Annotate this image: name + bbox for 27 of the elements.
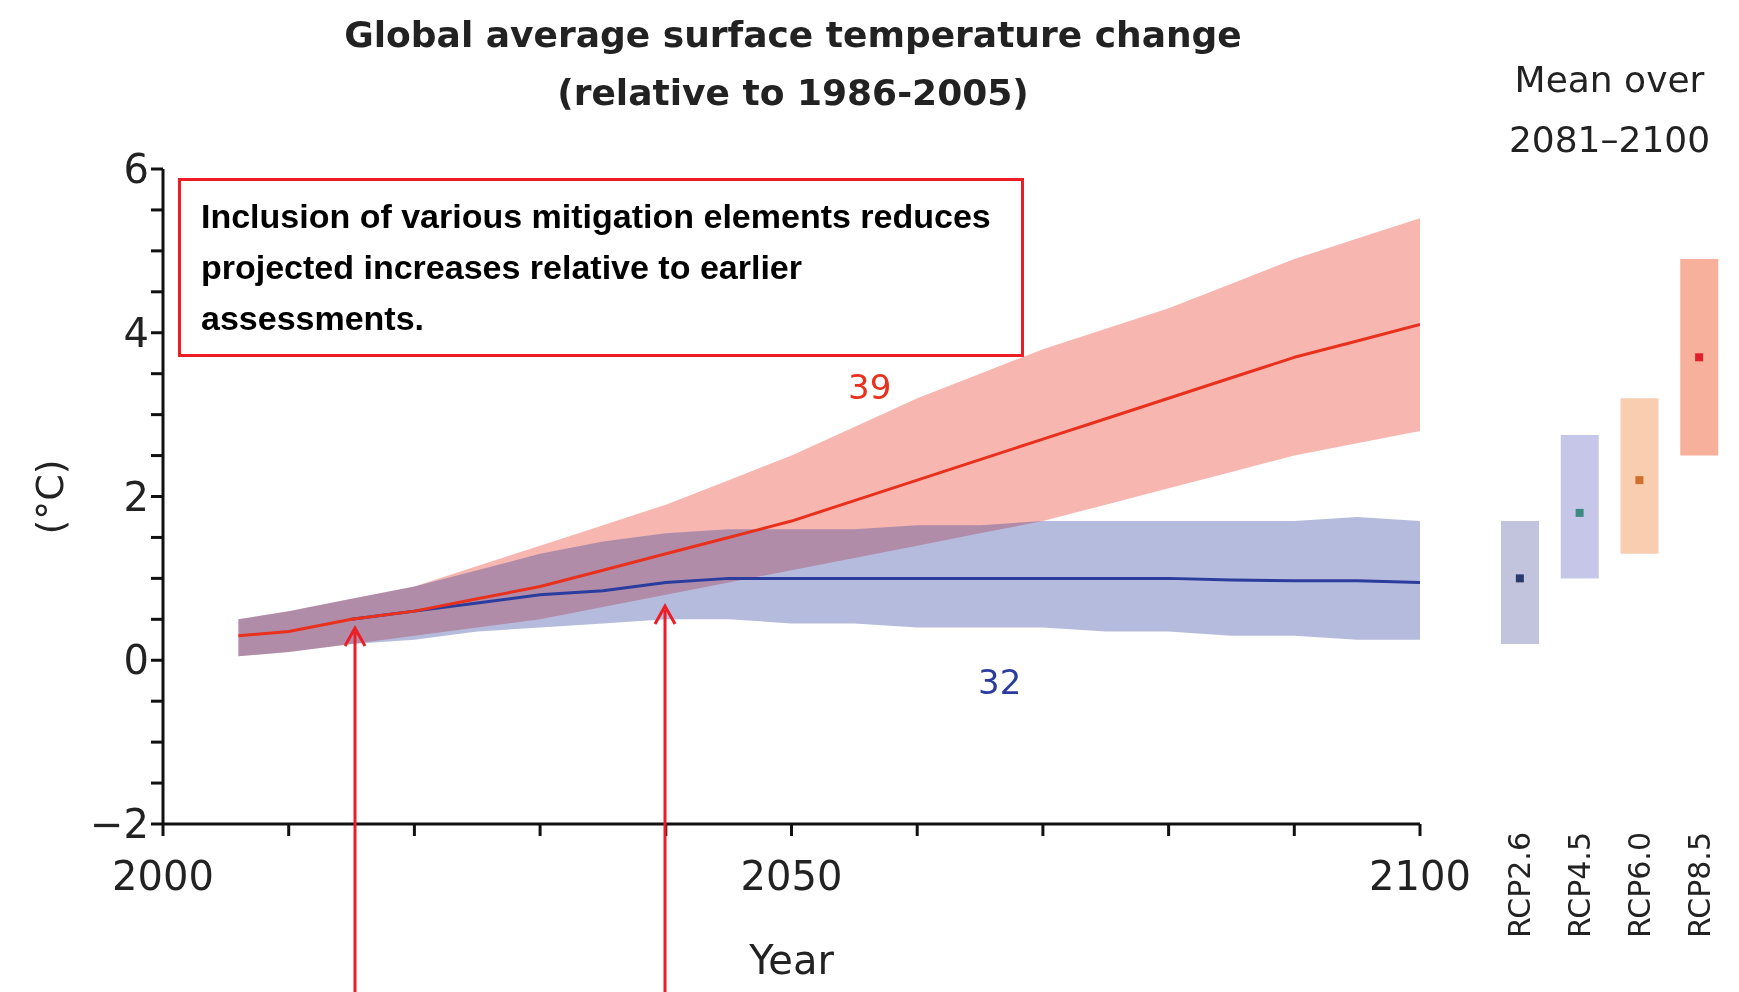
- chart-title: Mean over 2081–2100: [1507, 58, 1712, 162]
- annotation: 32: [978, 662, 1022, 702]
- x-tick-label: 2050: [740, 853, 843, 900]
- x-axis-title: Year: [748, 937, 835, 983]
- y-tick-label: 6: [123, 146, 149, 193]
- y-tick-label: 4: [123, 309, 149, 356]
- bar: [1560, 435, 1599, 579]
- bar: [1620, 398, 1659, 554]
- bar: [1501, 521, 1539, 644]
- y-tick-label: 0: [123, 637, 149, 684]
- point: [1515, 574, 1524, 583]
- y-tick-label: 2: [123, 473, 149, 520]
- point: [1635, 476, 1644, 485]
- x-tick-label: RCP6.0: [1621, 832, 1657, 939]
- annotation: Inclusion of various mitigation elements reduces projected increases relative to earlier assessments.: [178, 178, 1024, 357]
- y-axis-title: (°C): [28, 459, 72, 535]
- y-tick-label: −2: [90, 801, 149, 848]
- annotation: 39: [848, 367, 892, 407]
- x-tick-label: RCP4.5: [1562, 832, 1598, 939]
- point: [1575, 508, 1584, 517]
- x-tick-label: RCP2.6: [1502, 832, 1538, 939]
- x-tick-label: RCP8.5: [1681, 832, 1717, 939]
- point: [1695, 353, 1704, 362]
- chart-title: Global average surface temperature change (relative to 1986-2005): [344, 14, 1242, 113]
- x-tick-label: 2100: [1369, 853, 1471, 900]
- x-tick-label: 2000: [112, 853, 214, 900]
- bar: [1680, 259, 1719, 456]
